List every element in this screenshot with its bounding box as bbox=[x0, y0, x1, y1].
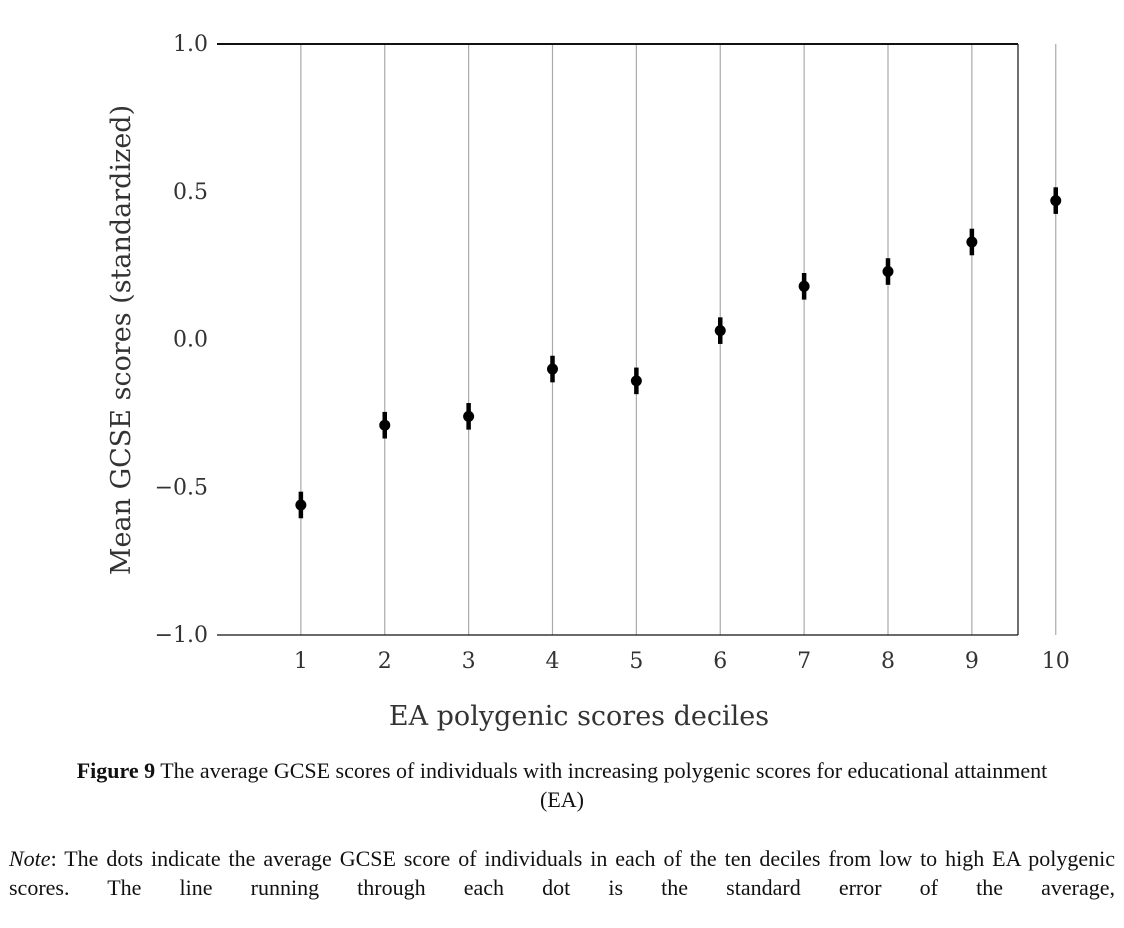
figure-caption-label: Figure 9 bbox=[76, 758, 156, 783]
data-point bbox=[630, 375, 642, 387]
data-point bbox=[798, 280, 810, 292]
y-tick-label: 1.0 bbox=[173, 32, 208, 57]
tick-labels: −1.0 −0.5 0.0 0.5 1.0 1 2 3 4 5 6 7 8 9 10 bbox=[155, 32, 1070, 674]
data-point bbox=[714, 325, 726, 337]
figure-note-label: Note bbox=[9, 846, 51, 871]
x-tick-label: 3 bbox=[462, 649, 476, 674]
y-tick-label: 0.0 bbox=[173, 328, 208, 353]
x-tick-label: 8 bbox=[881, 649, 895, 674]
x-tick-label: 5 bbox=[629, 649, 643, 674]
data-point bbox=[882, 266, 894, 278]
figure-note-text: : The dots indicate the average GCSE sco… bbox=[9, 846, 1115, 900]
x-tick-label: 1 bbox=[294, 649, 308, 674]
data-point bbox=[379, 419, 391, 431]
grid-lines bbox=[300, 44, 1057, 635]
figure-note: Note: The dots indicate the average GCSE… bbox=[9, 844, 1115, 902]
data-point bbox=[966, 236, 978, 248]
x-tick-label: 6 bbox=[713, 649, 727, 674]
x-tick-label: 4 bbox=[545, 649, 559, 674]
x-tick-label: 2 bbox=[378, 649, 392, 674]
y-tick-label: −0.5 bbox=[155, 475, 208, 500]
y-axis-label: Mean GCSE scores (standardized) bbox=[106, 105, 137, 575]
data-point bbox=[295, 499, 307, 511]
y-tick-label: 0.5 bbox=[173, 180, 208, 205]
axes bbox=[217, 43, 1019, 636]
y-tick-label: −1.0 bbox=[155, 623, 208, 648]
figure-caption: Figure 9 The average GCSE scores of indi… bbox=[60, 756, 1064, 814]
x-tick-label: 10 bbox=[1042, 649, 1070, 674]
gcse-chart: −1.0 −0.5 0.0 0.5 1.0 1 2 3 4 5 6 7 8 9 10 EA polygeni… bbox=[106, 32, 1070, 732]
x-tick-label: 9 bbox=[965, 649, 979, 674]
x-axis-label: EA polygenic scores deciles bbox=[389, 701, 769, 732]
data-point bbox=[463, 410, 475, 422]
data-point bbox=[1050, 195, 1062, 207]
x-tick-label: 7 bbox=[797, 649, 811, 674]
figure-caption-text: The average GCSE scores of individuals w… bbox=[155, 758, 1048, 812]
data-point bbox=[546, 363, 558, 375]
data-points bbox=[295, 187, 1062, 519]
